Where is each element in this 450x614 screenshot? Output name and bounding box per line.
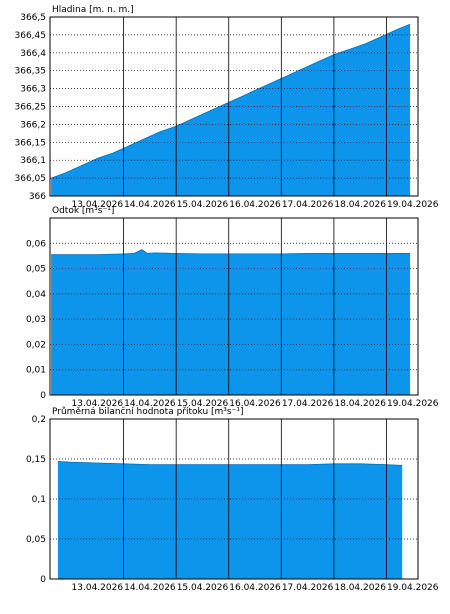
x-tick-label: 17.04.2026	[282, 583, 334, 593]
x-tick-label: 15.04.2026	[177, 399, 229, 409]
y-tick-label: 366,35	[15, 67, 47, 77]
chart-title: Odtok [m³s⁻¹]	[52, 206, 114, 216]
x-tick-label: 14.04.2026	[124, 399, 176, 409]
data-line	[51, 249, 411, 256]
x-tick-label: 15.04.2026	[177, 583, 229, 593]
y-tick-label: 366,5	[20, 13, 46, 23]
x-tick-label: 19.04.2026	[387, 399, 439, 409]
data-area	[51, 24, 411, 197]
x-tick-label: 14.04.2026	[124, 583, 176, 593]
y-tick-label: 0,03	[26, 315, 46, 325]
x-tick-label: 18.04.2026	[334, 583, 386, 593]
plot-frame	[49, 418, 419, 580]
y-tick-label: 366,3	[20, 85, 46, 95]
x-tick-label: 14.04.2026	[124, 200, 176, 210]
y-tick-label: 0,2	[32, 415, 46, 425]
chart-panel-1: 366 366,05 366,1 366,15 366,2 366,25 366,3 366,…	[15, 5, 439, 210]
chart-panel-2: 0 0,01 0,02 0,03 0,04 0,05 0,06 13.04.2026 14.04…	[26, 206, 439, 409]
data-line	[50, 23, 411, 179]
y-tick-label: 366,1	[20, 156, 46, 166]
y-tick-label: 0,15	[26, 455, 46, 465]
x-tick-label: 19.04.2026	[387, 583, 439, 593]
chart-panel-3: 0 0,05 0,1 0,15 0,2 13.04.2026 14.04.2026 15.04…	[26, 406, 439, 593]
x-tick-label: 13.04.2026	[72, 583, 124, 593]
y-tick-label: 0,04	[26, 290, 46, 300]
y-tick-label: 366,45	[15, 31, 47, 41]
y-tick-label: 0,05	[26, 265, 46, 275]
x-tick-label: 18.04.2026	[334, 200, 386, 210]
y-tick-label: 0,06	[26, 239, 46, 249]
chart-title: Hladina [m. n. m.]	[52, 5, 134, 15]
y-tick-label: 0,01	[26, 366, 46, 376]
y-tick-label: 366,15	[15, 138, 47, 148]
y-tick-label: 366,4	[20, 49, 46, 59]
data-area	[57, 461, 403, 579]
y-tick-label: 366	[29, 192, 46, 202]
y-tick-label: 0,1	[32, 495, 46, 505]
x-tick-label: 15.04.2026	[177, 200, 229, 210]
x-tick-label: 17.04.2026	[282, 399, 334, 409]
x-tick-label: 13.04.2026	[72, 399, 124, 409]
x-tick-label: 16.04.2026	[229, 583, 281, 593]
x-tick-label: 19.04.2026	[387, 200, 439, 210]
y-tick-label: 366,05	[15, 174, 47, 184]
plot-frame	[49, 217, 419, 396]
x-tick-label: 17.04.2026	[282, 200, 334, 210]
plot-frame	[49, 16, 419, 197]
y-tick-label: 0,05	[26, 535, 46, 545]
chart-title: Průměrná bilanční hodnota přítoku [m³s⁻¹…	[52, 406, 243, 417]
y-tick-label: 0	[40, 391, 46, 401]
x-tick-label: 16.04.2026	[229, 399, 281, 409]
x-tick-label: 18.04.2026	[334, 399, 386, 409]
x-tick-label: 13.04.2026	[72, 200, 124, 210]
y-tick-label: 0,02	[26, 340, 46, 350]
data-area	[51, 249, 411, 395]
x-tick-label: 16.04.2026	[229, 200, 281, 210]
y-tick-label: 366,25	[15, 103, 47, 113]
y-tick-label: 0	[40, 575, 46, 585]
y-tick-label: 366,2	[20, 120, 46, 130]
